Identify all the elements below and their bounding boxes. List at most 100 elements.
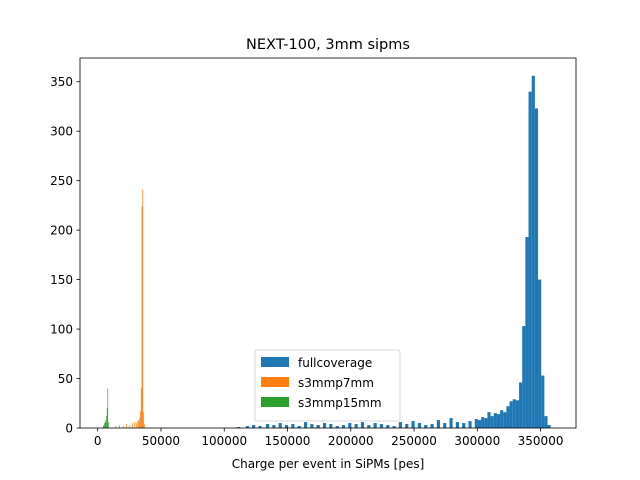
legend-label-s3mmp7mm: s3mmp7mm — [298, 376, 374, 390]
histogram-bar — [417, 423, 421, 428]
x-tick-label: 150000 — [265, 434, 311, 448]
histogram-bar — [136, 423, 138, 428]
histogram-bar — [322, 423, 327, 428]
x-tick-label: 350000 — [518, 434, 564, 448]
histogram-bar — [500, 410, 504, 428]
x-tick-label: 300000 — [454, 434, 500, 448]
histogram-bar — [474, 419, 478, 428]
histogram-bar — [106, 416, 107, 428]
y-tick-label: 100 — [50, 322, 73, 336]
histogram-bar — [541, 375, 545, 428]
chart-title: NEXT-100, 3mm sipms — [246, 37, 410, 53]
x-tick-label: 50000 — [142, 434, 180, 448]
histogram-bar — [522, 326, 526, 428]
histogram-bar — [398, 422, 403, 428]
x-tick-label: 200000 — [328, 434, 374, 448]
histogram-bar — [129, 425, 131, 428]
histogram-bar — [341, 425, 346, 428]
histogram-bar — [379, 424, 384, 428]
legend-swatch-fullcoverage — [261, 357, 289, 367]
histogram-bar — [123, 426, 124, 428]
histogram-bar — [373, 423, 377, 428]
histogram-bar — [424, 425, 428, 428]
histogram-bar — [490, 416, 494, 428]
histogram-bar — [142, 189, 144, 428]
histogram-bar — [272, 425, 276, 428]
histogram-bar — [140, 411, 141, 428]
histogram-bar — [303, 422, 308, 428]
histogram-bar — [137, 420, 139, 428]
histogram-bar — [506, 406, 510, 428]
histogram-bar — [134, 422, 136, 428]
histogram-bar — [252, 425, 256, 428]
legend-label-fullcoverage: fullcoverage — [298, 356, 372, 370]
plot-frame — [79, 57, 577, 429]
histogram-bar — [266, 424, 270, 428]
histogram-bar — [278, 423, 282, 428]
histogram-bar — [509, 401, 513, 428]
legend-swatch-s3mmp7mm — [261, 377, 289, 387]
y-tick-label: 350 — [50, 75, 73, 89]
histogram-bar — [386, 425, 390, 428]
y-tick-label: 300 — [50, 125, 73, 139]
histogram-bar — [392, 426, 396, 428]
y-tick-label: 50 — [58, 372, 73, 386]
histogram-bar — [544, 416, 548, 428]
histogram-bar — [138, 421, 140, 428]
histogram-bar — [143, 412, 144, 428]
histogram-bar — [455, 422, 459, 428]
histogram-bar — [104, 423, 105, 428]
histogram-bar — [297, 426, 301, 428]
histogram-bar — [519, 382, 523, 428]
histogram-bar — [329, 424, 333, 428]
histogram-bar — [258, 426, 262, 428]
legend-swatch-s3mmp15mm — [261, 397, 289, 407]
histogram-bar — [405, 424, 409, 428]
x-tick-label: 250000 — [391, 434, 437, 448]
histogram-bar — [449, 418, 453, 428]
histogram-bar — [104, 420, 106, 428]
histogram-bar — [115, 426, 117, 428]
histogram-bar — [354, 424, 358, 428]
y-tick-label: 250 — [50, 174, 73, 188]
histogram-bar — [512, 399, 516, 428]
legend-label-s3mmp15mm: s3mmp15mm — [298, 396, 382, 410]
histogram-bar — [477, 420, 482, 428]
x-axis-title: Charge per event in SiPMs [pes] — [232, 457, 425, 471]
x-tick-label: 0 — [94, 434, 102, 448]
histogram-bar — [245, 426, 249, 428]
histogram-bar — [411, 421, 415, 428]
histogram-bar — [360, 422, 365, 428]
series-s3mmp15mm — [103, 388, 109, 428]
bars-layer — [103, 75, 551, 428]
histogram-bar — [139, 418, 141, 428]
histogram-bar — [481, 417, 485, 428]
series-fullcoverage — [236, 75, 551, 428]
histogram-bar — [140, 388, 142, 428]
histogram-bar — [106, 408, 108, 428]
histogram-bar — [348, 423, 352, 428]
histogram-bar — [462, 423, 466, 428]
histogram-bar — [103, 425, 105, 428]
histogram-bar — [310, 424, 314, 428]
histogram-bar — [141, 206, 143, 428]
histogram-bar — [496, 414, 501, 428]
histogram-bar — [468, 421, 472, 428]
histogram-bar — [531, 75, 535, 428]
histogram-bar — [316, 425, 320, 428]
histogram-bar — [107, 388, 109, 428]
histogram-bar — [103, 426, 104, 428]
histogram-bar — [108, 422, 109, 428]
histogram-bar — [284, 425, 289, 428]
histogram-bar — [525, 237, 529, 428]
legend: fullcoverage s3mmp7mm s3mmp15mm — [254, 349, 401, 422]
histogram-bar — [443, 423, 447, 428]
histogram-bar — [126, 424, 127, 428]
histogram-bar — [547, 425, 551, 428]
ticks-layer: 0 50000 100000 150000 200000 250000 300000 3500… — [50, 75, 563, 448]
histogram-bar — [487, 412, 491, 428]
histogram-bar — [515, 400, 520, 428]
y-tick-label: 200 — [50, 223, 73, 237]
histogram-bar — [367, 425, 371, 428]
